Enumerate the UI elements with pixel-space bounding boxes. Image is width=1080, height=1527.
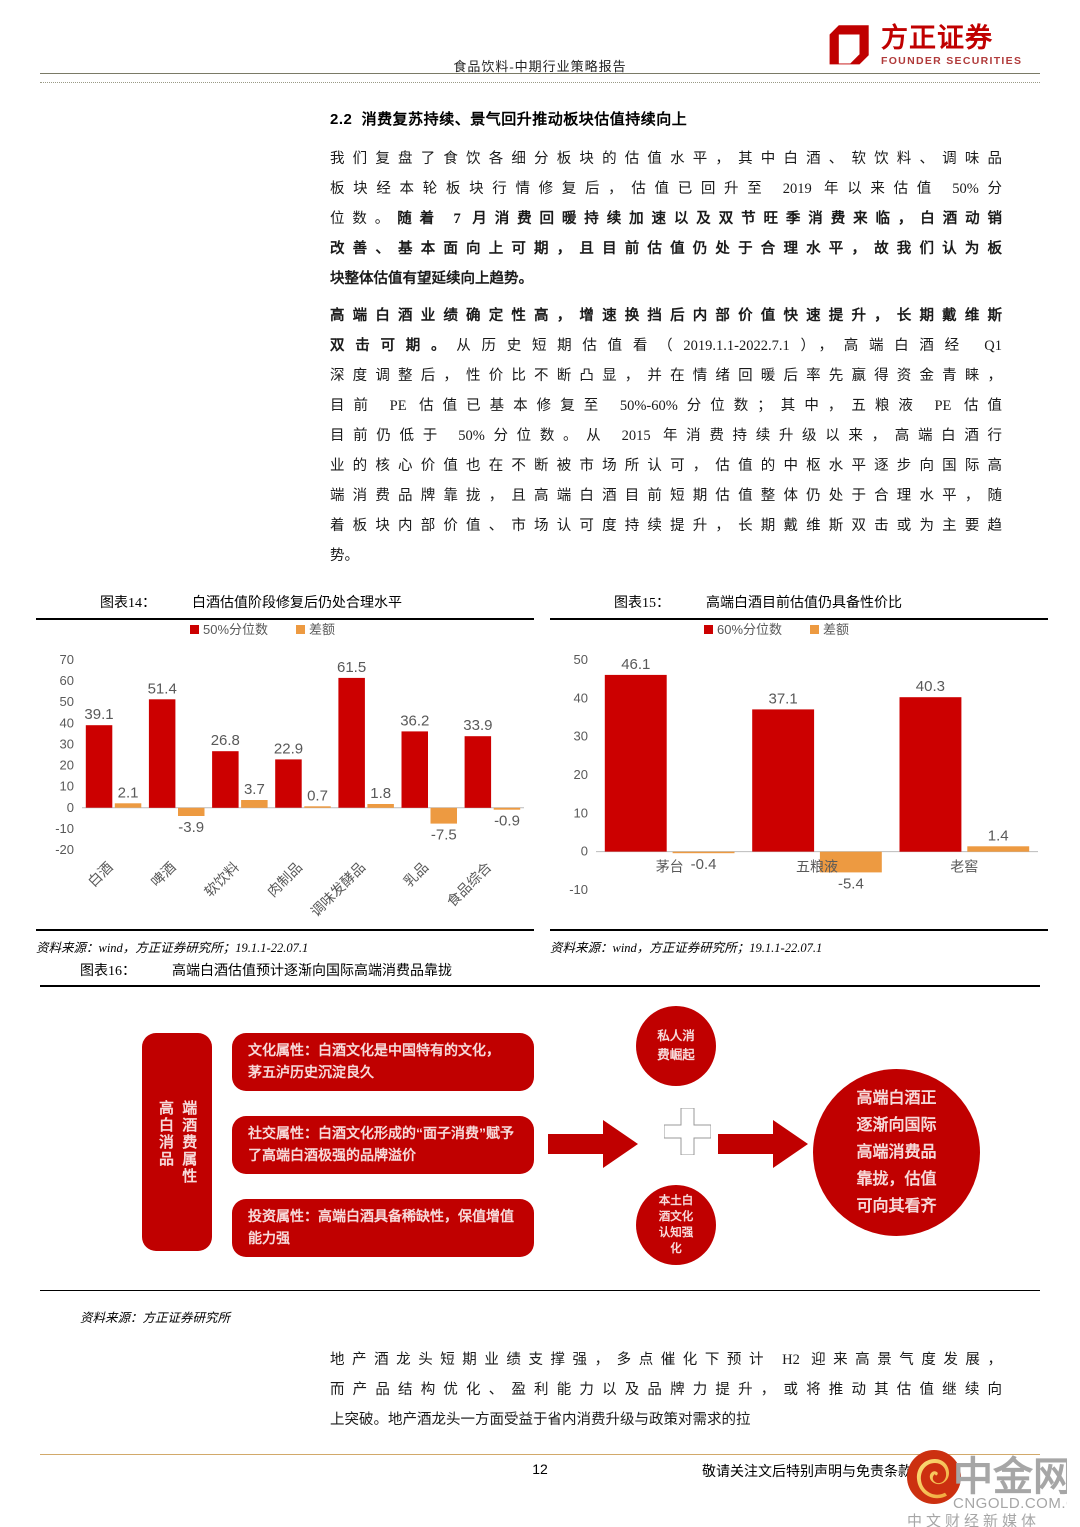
svg-text:0.7: 0.7 <box>307 787 328 804</box>
svg-text:食品综合: 食品综合 <box>444 859 495 910</box>
svg-text:乳品: 乳品 <box>400 859 431 890</box>
svg-text:1.4: 1.4 <box>988 827 1009 844</box>
svg-text:-10: -10 <box>55 821 74 836</box>
svg-text:白酒: 白酒 <box>85 859 116 890</box>
svg-text:2.1: 2.1 <box>118 784 139 801</box>
svg-text:46.1: 46.1 <box>621 656 650 673</box>
svg-text:五粮液: 五粮液 <box>796 859 838 875</box>
svg-text:中文财经新媒体: 中文财经新媒体 <box>907 1513 1040 1527</box>
svg-text:-10: -10 <box>569 882 588 897</box>
svg-text:0: 0 <box>67 800 74 815</box>
svg-text:20: 20 <box>574 767 588 782</box>
svg-text:37.1: 37.1 <box>768 690 797 707</box>
svg-text:36.2: 36.2 <box>400 712 429 729</box>
svg-text:60%分位数: 60%分位数 <box>717 622 782 637</box>
svg-text:40: 40 <box>60 715 74 730</box>
svg-text:51.4: 51.4 <box>148 680 177 697</box>
svg-text:啤酒: 啤酒 <box>148 859 179 890</box>
svg-text:61.5: 61.5 <box>337 659 366 676</box>
svg-text:60: 60 <box>60 673 74 688</box>
svg-text:老窖: 老窖 <box>950 859 978 875</box>
svg-text:软饮料: 软饮料 <box>201 859 242 900</box>
svg-text:差额: 差额 <box>309 622 335 637</box>
svg-text:33.9: 33.9 <box>463 717 492 734</box>
svg-text:10: 10 <box>60 779 74 794</box>
svg-text:-5.4: -5.4 <box>838 875 864 892</box>
svg-text:50: 50 <box>574 652 588 667</box>
svg-text:-7.5: -7.5 <box>431 827 457 844</box>
svg-text:70: 70 <box>60 652 74 667</box>
svg-text:-0.4: -0.4 <box>691 856 717 873</box>
svg-text:差额: 差额 <box>823 622 849 637</box>
svg-text:50: 50 <box>60 694 74 709</box>
svg-text:CNGOLD.COM.CN: CNGOLD.COM.CN <box>953 1495 1067 1512</box>
svg-text:30: 30 <box>574 729 588 744</box>
svg-text:调味发酵品: 调味发酵品 <box>307 859 368 920</box>
svg-text:39.1: 39.1 <box>84 706 113 723</box>
svg-text:肉制品: 肉制品 <box>264 859 305 900</box>
svg-text:30: 30 <box>60 736 74 751</box>
svg-text:茅台: 茅台 <box>656 859 684 875</box>
svg-text:1.8: 1.8 <box>370 785 391 802</box>
svg-text:-0.9: -0.9 <box>494 813 520 830</box>
svg-text:40.3: 40.3 <box>916 678 945 695</box>
svg-text:26.8: 26.8 <box>211 732 240 749</box>
svg-text:10: 10 <box>574 805 588 820</box>
svg-text:中金网: 中金网 <box>953 1454 1067 1499</box>
svg-text:40: 40 <box>574 690 588 705</box>
svg-text:-20: -20 <box>55 842 74 857</box>
svg-text:20: 20 <box>60 758 74 773</box>
svg-text:22.9: 22.9 <box>274 740 303 757</box>
svg-text:3.7: 3.7 <box>244 781 265 798</box>
svg-text:-3.9: -3.9 <box>178 819 204 836</box>
svg-text:0: 0 <box>581 844 588 859</box>
svg-text:50%分位数: 50%分位数 <box>203 622 268 637</box>
